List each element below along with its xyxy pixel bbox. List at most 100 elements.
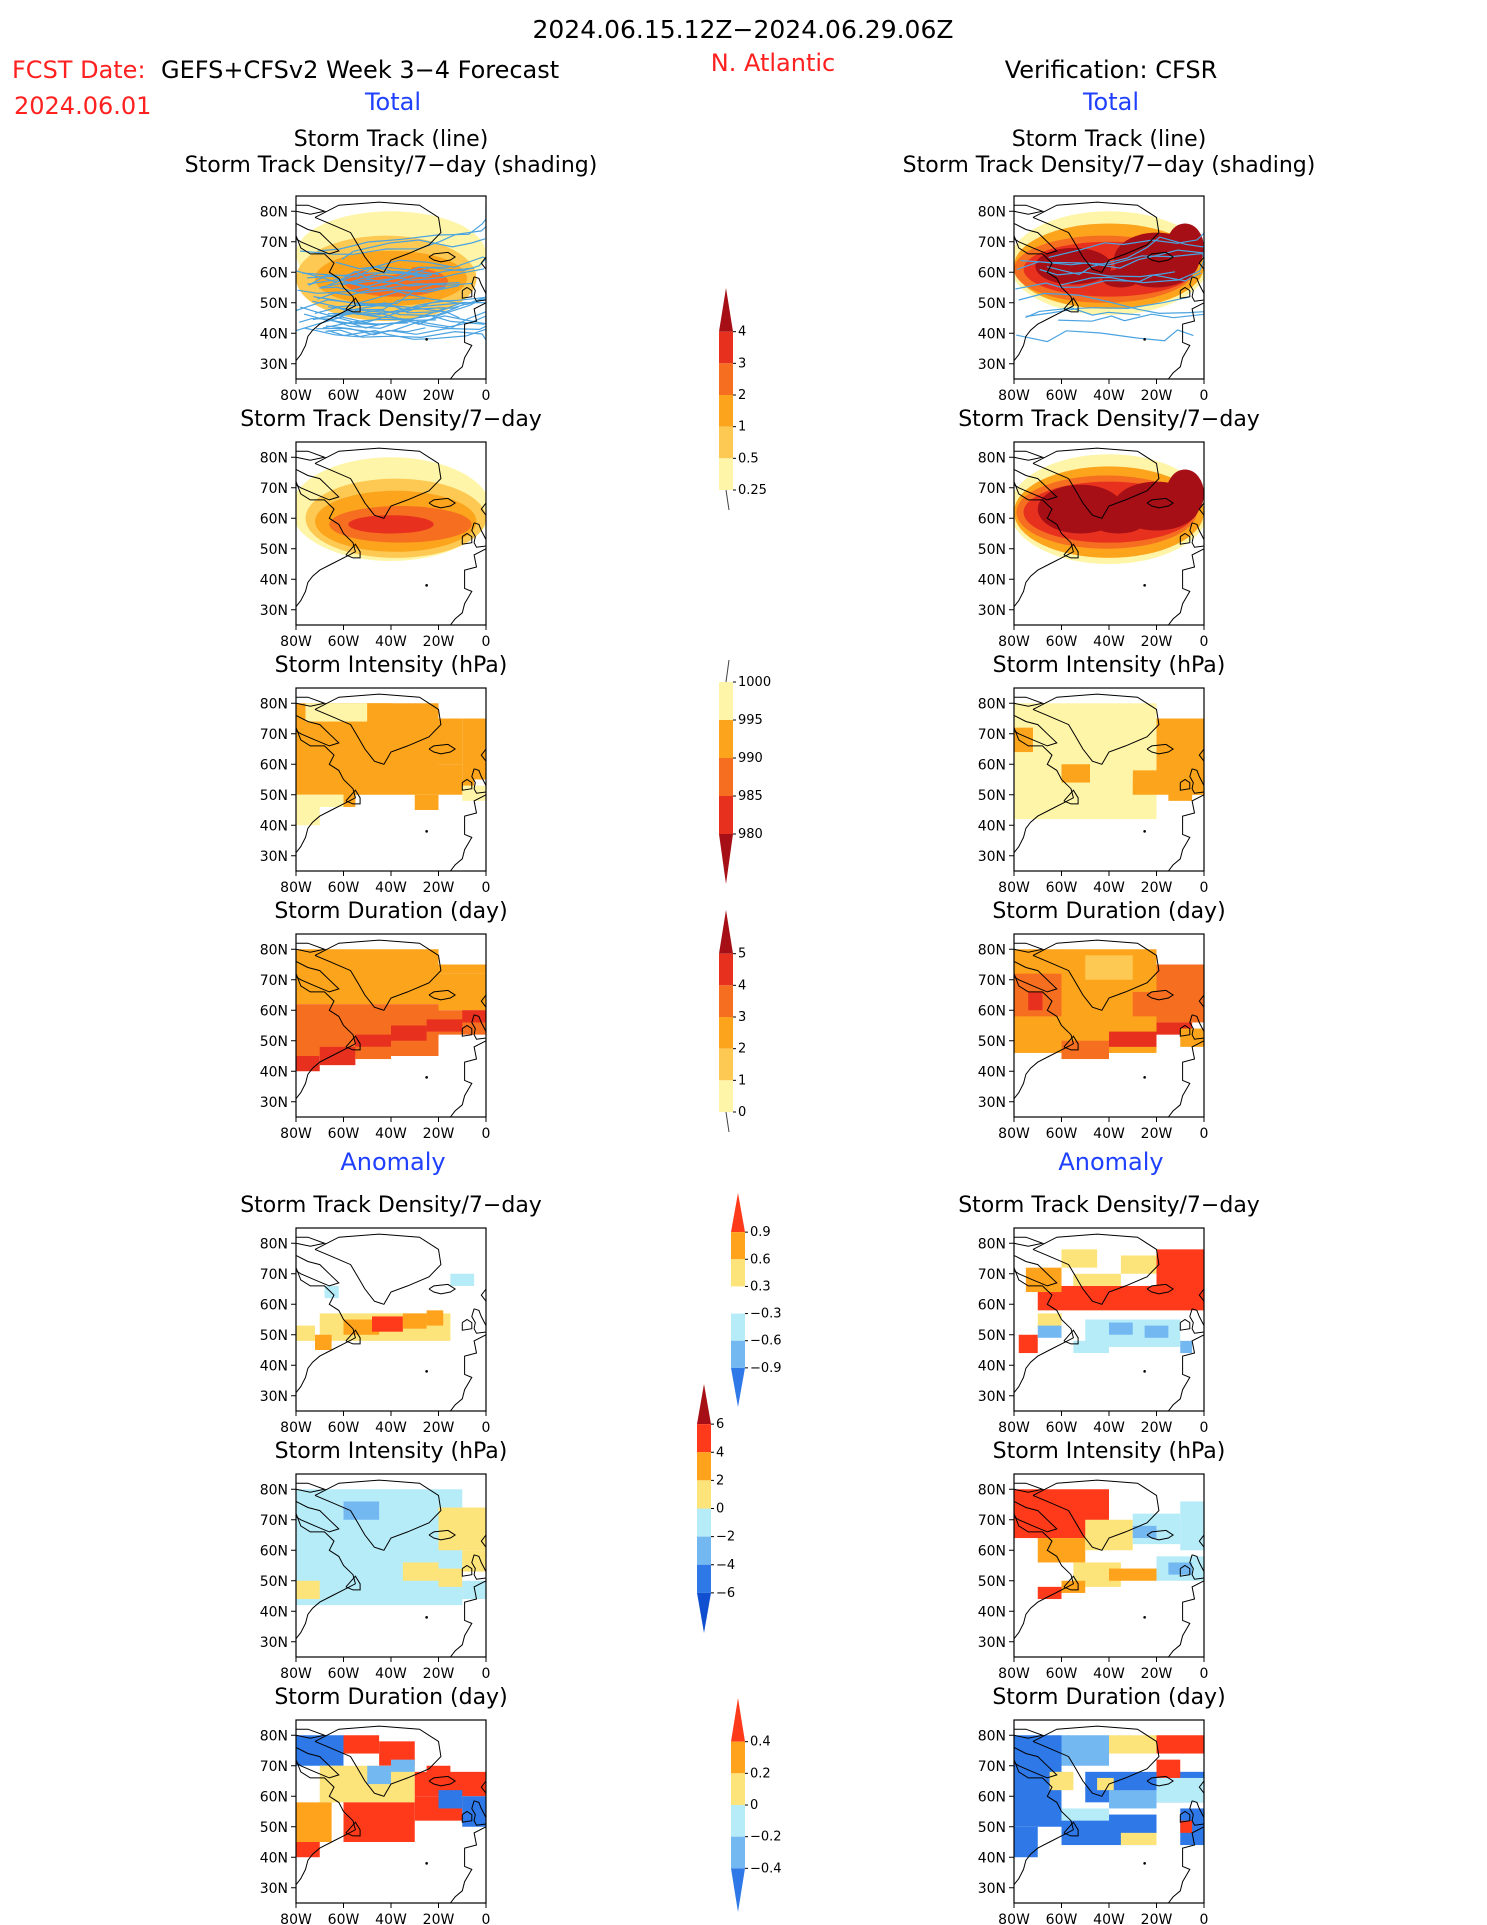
azores-dot <box>1143 1862 1146 1865</box>
coastline <box>1189 768 1204 794</box>
colorbar-tail <box>725 659 730 683</box>
coastline <box>296 204 327 215</box>
storm-track-line <box>327 309 485 325</box>
azores-dot <box>425 584 428 587</box>
coastline <box>1014 481 1074 608</box>
colorbar-segment <box>719 1048 733 1081</box>
shade-cell <box>296 1842 320 1858</box>
coastline <box>428 1283 457 1295</box>
y-tick-label: 30N <box>978 1635 1006 1651</box>
coastline <box>1179 532 1191 545</box>
colorbar-cb-anom-intensity: 6 4 2 0 −2 −4 −6 <box>697 1384 735 1633</box>
colorbar-label: 990 <box>738 751 763 766</box>
y-tick-label: 40N <box>260 818 288 834</box>
storm-track-line <box>328 272 430 286</box>
coastline <box>1014 1759 1074 1886</box>
coastline <box>296 714 340 747</box>
y-tick-label: 50N <box>260 788 288 804</box>
panel-title: Storm Duration (day) <box>274 1685 507 1710</box>
colorbar-label: 5 <box>738 947 746 962</box>
map-plot-area <box>1014 1474 1204 1657</box>
coastline <box>1014 696 1045 707</box>
storm-track-line <box>1016 329 1194 343</box>
shade-cell <box>343 1501 380 1520</box>
coastline <box>450 794 486 871</box>
coastline <box>1168 302 1204 379</box>
shade-cell <box>462 1796 486 1827</box>
y-tick-label: 80N <box>260 696 288 712</box>
shade-cell <box>296 949 439 1005</box>
shade-cell <box>1120 1832 1157 1846</box>
coastline <box>1063 1821 1079 1837</box>
coastline <box>450 548 486 625</box>
map-panel-anom-right-3: Storm Duration (day) 80W 60W 40W 20W 0 80N 70N 6… <box>978 1685 1226 1925</box>
coastline <box>1014 1267 1074 1394</box>
coastline <box>450 1040 486 1117</box>
map-plot-area <box>296 934 486 1117</box>
shade-cell <box>343 1319 380 1335</box>
colorbar-segment <box>731 1741 745 1774</box>
shade-cell <box>426 1310 444 1326</box>
x-tick-label: 60W <box>1046 1666 1078 1682</box>
storm-track-line <box>338 304 460 319</box>
colorbar-segment <box>719 363 733 395</box>
shade-cell <box>296 806 320 826</box>
map-panel-anom-left-3: Storm Duration (day) 80W 60W 40W 20W 0 80N 70N 6… <box>260 1685 508 1925</box>
colorbar-segment <box>719 682 733 720</box>
shade-cell <box>1109 1790 1157 1809</box>
y-tick-label: 50N <box>978 1328 1006 1344</box>
shade-cell <box>355 1046 391 1060</box>
x-tick-label: 40W <box>1093 634 1125 650</box>
coastline <box>480 1765 486 1794</box>
x-tick-label: 0 <box>1200 1420 1209 1436</box>
x-tick-label: 40W <box>375 1666 407 1682</box>
y-tick-label: 60N <box>260 1543 288 1559</box>
coastline <box>296 450 327 461</box>
shade-cell <box>1156 1759 1181 1778</box>
y-tick-label: 80N <box>260 1482 288 1498</box>
shade-cell <box>1156 1777 1204 1803</box>
coastline <box>1198 1519 1204 1548</box>
coastline <box>1014 204 1045 215</box>
coastline <box>461 1318 473 1331</box>
shade-cell <box>1180 1501 1204 1551</box>
map-panel-tot-left-1: Storm Track (line)Storm Track Density/7−… <box>185 127 598 404</box>
shade-cell <box>1109 1568 1157 1581</box>
colorbar-label: −0.4 <box>750 1861 782 1876</box>
colorbar-segment <box>731 1313 745 1341</box>
coastline <box>1032 201 1160 273</box>
coastline <box>345 1035 361 1051</box>
x-tick-label: 0 <box>482 1420 491 1436</box>
azores-dot <box>425 338 428 341</box>
azores-dot <box>1143 1616 1146 1619</box>
shade-cell <box>1144 1325 1169 1338</box>
colorbar-segment <box>697 1564 711 1593</box>
x-tick-label: 0 <box>1200 880 1209 896</box>
shade-cell <box>1168 1562 1193 1575</box>
shade-cell <box>438 718 463 765</box>
shade-blob <box>1101 269 1140 288</box>
shade-cell <box>1156 1735 1204 1754</box>
shade-cell <box>1061 764 1090 783</box>
panel-title: Storm Intensity (hPa) <box>993 653 1226 678</box>
shade-cell <box>1025 1267 1062 1293</box>
y-tick-label: 60N <box>260 265 288 281</box>
coastline <box>480 979 486 1008</box>
y-tick-label: 50N <box>978 788 1006 804</box>
y-tick-label: 40N <box>978 1358 1006 1374</box>
y-tick-label: 60N <box>260 757 288 773</box>
shade-cell <box>402 1313 427 1329</box>
y-tick-label: 70N <box>260 481 288 497</box>
x-tick-label: 0 <box>482 1912 491 1925</box>
storm-track-line <box>322 291 486 324</box>
x-tick-label: 60W <box>328 1420 360 1436</box>
coastline <box>471 1014 486 1040</box>
map-plot-area <box>1014 688 1204 871</box>
y-tick-label: 30N <box>260 1881 288 1897</box>
coastline <box>428 1529 457 1541</box>
colorbar-cb-intensity: 1000 995 990 985 980 <box>719 659 771 884</box>
y-tick-label: 40N <box>978 1850 1006 1866</box>
storm-track-line <box>315 315 486 334</box>
azores-dot <box>425 830 428 833</box>
